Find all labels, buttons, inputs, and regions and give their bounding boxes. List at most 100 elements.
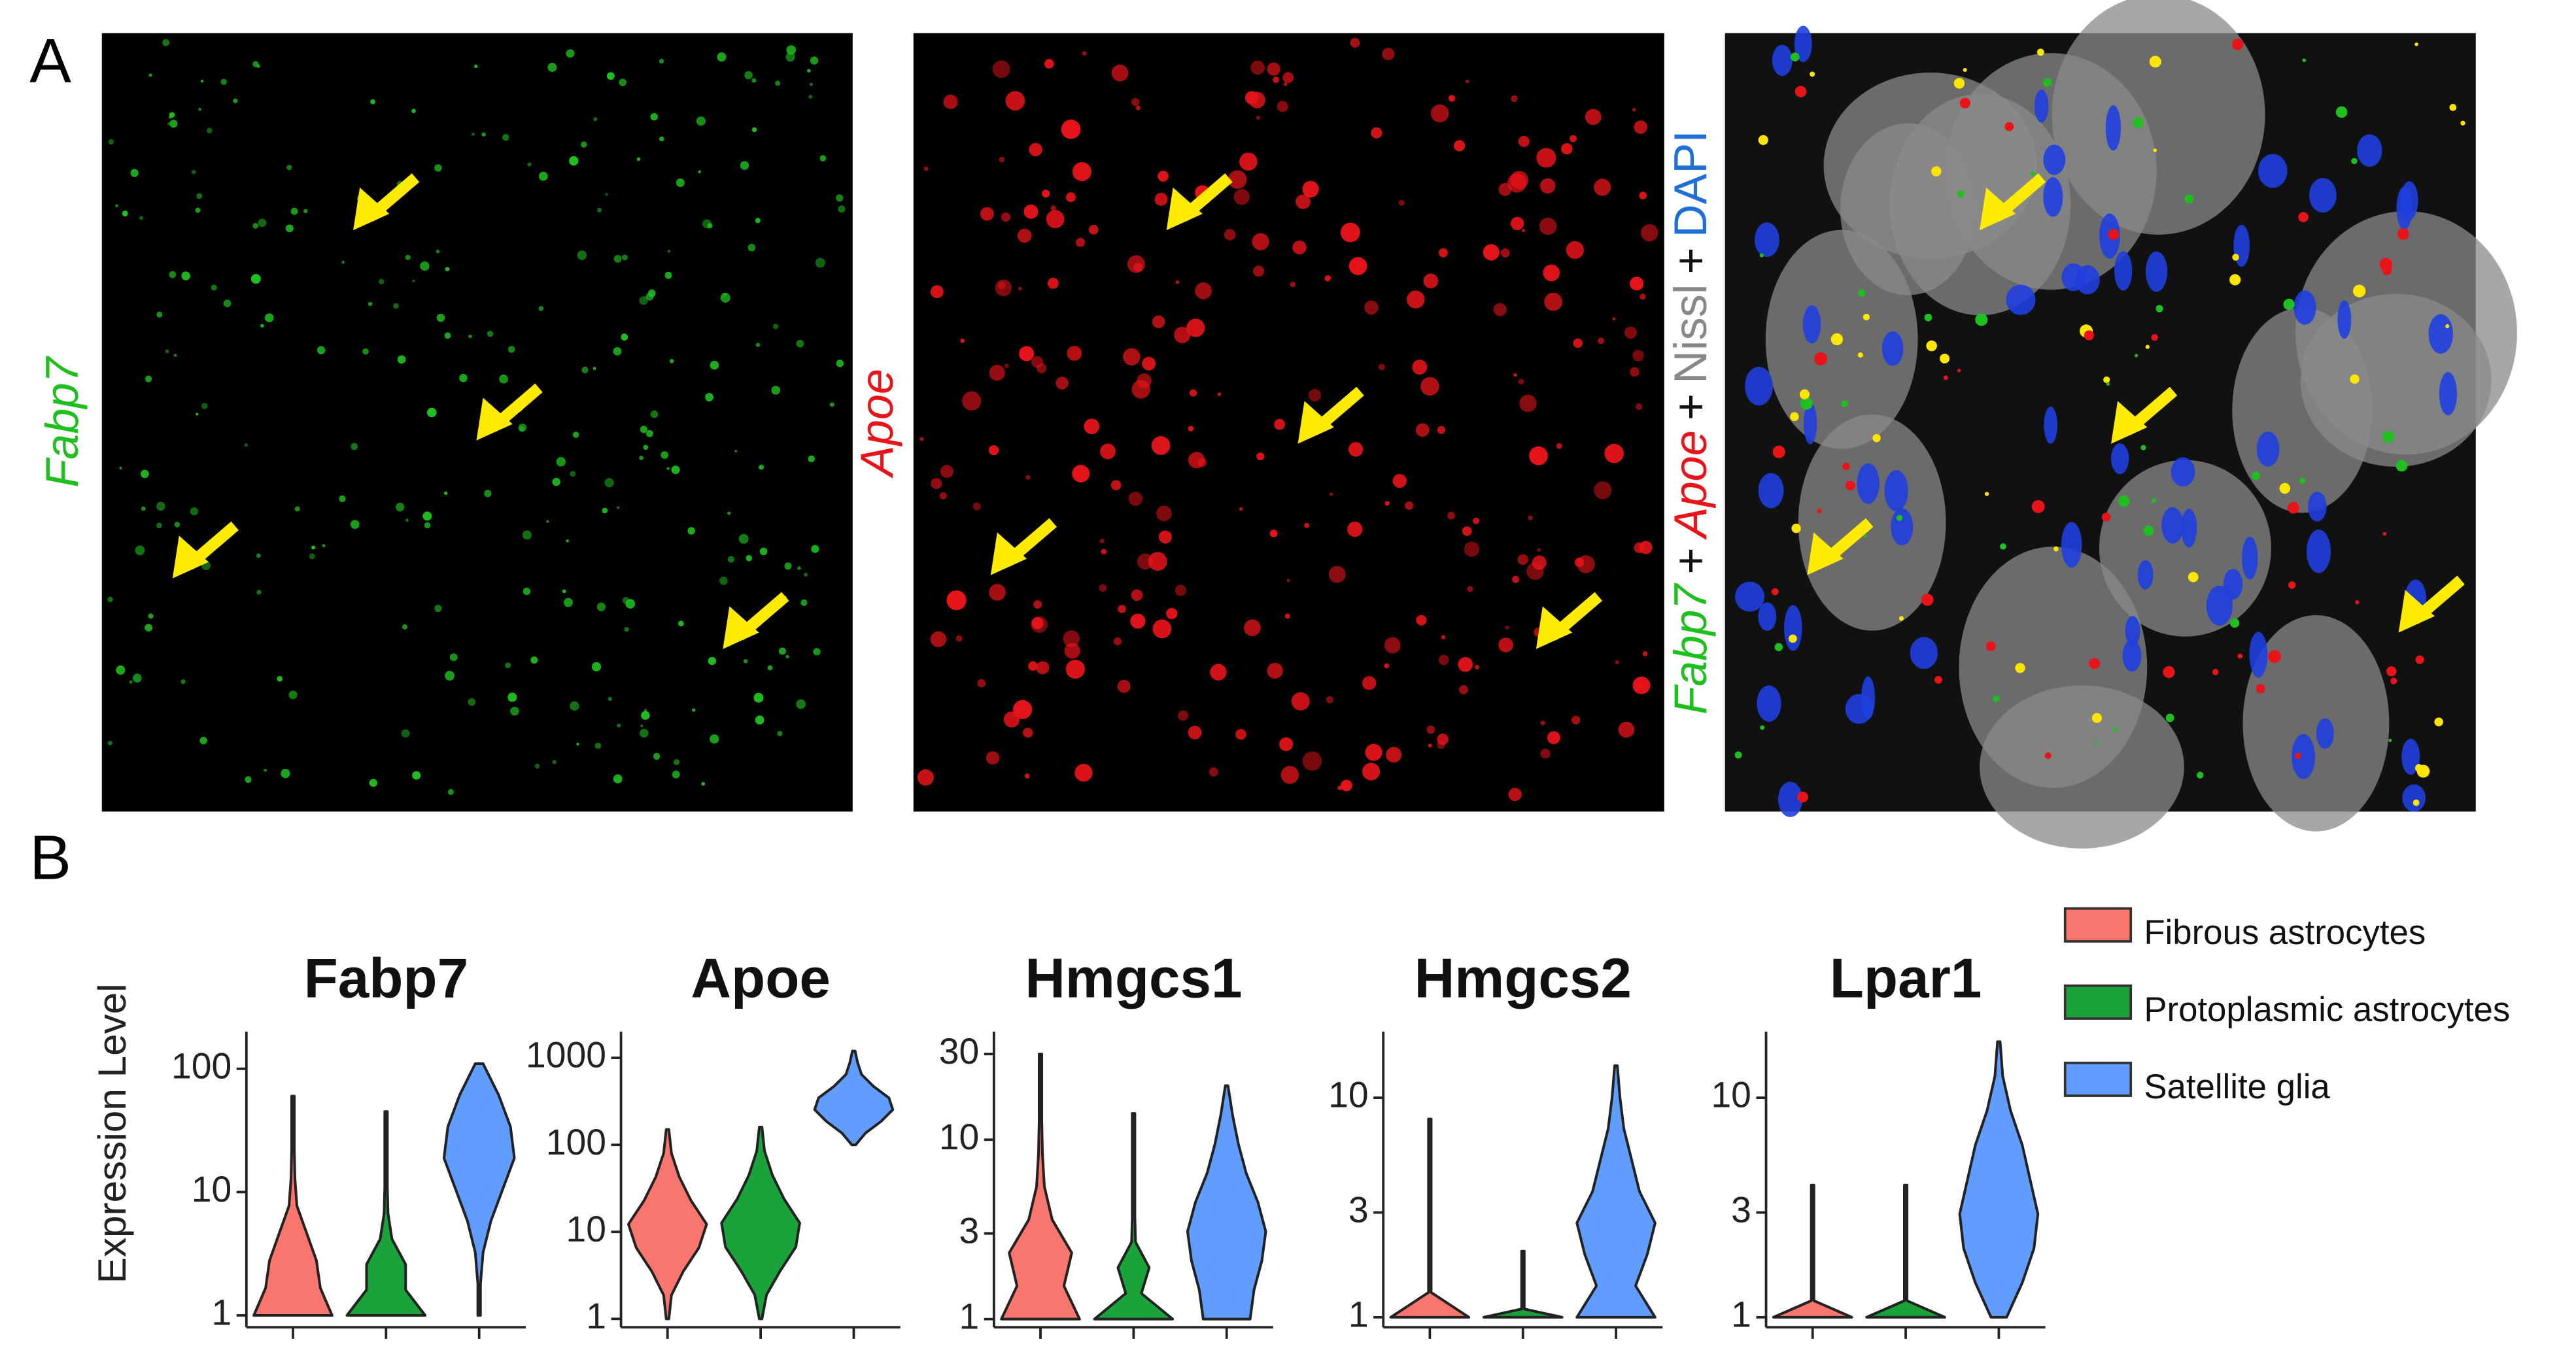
signal-dot <box>2287 501 2299 514</box>
nucleus <box>2061 263 2086 292</box>
legend-swatch <box>2063 1061 2133 1097</box>
signal-dot <box>1957 190 1965 198</box>
neuron <box>2242 615 2390 832</box>
signal-dot <box>507 692 517 702</box>
signal-dot <box>1253 265 1264 277</box>
signal-dot <box>1025 475 1031 480</box>
signal-dot <box>1130 613 1146 629</box>
signal-dot <box>393 303 399 309</box>
arrow-head <box>1980 187 2016 231</box>
signal-dot <box>420 261 430 271</box>
signal-dot <box>719 576 728 585</box>
signal-dot <box>1061 120 1081 139</box>
signal-dot <box>1561 143 1573 155</box>
violin <box>627 1128 708 1321</box>
signal-dot <box>1963 67 1967 72</box>
signal-dot <box>1863 313 1870 321</box>
signal-dot <box>459 373 468 382</box>
nucleus <box>2402 784 2426 812</box>
signal-dot <box>190 507 199 516</box>
signal-dot <box>643 445 649 450</box>
signal-dot <box>581 366 589 373</box>
signal-dot <box>777 730 783 737</box>
signal-dot <box>1084 418 1100 435</box>
signal-dot <box>1830 333 1844 346</box>
signal-dot <box>1493 303 1507 316</box>
chart-title: Hmgcs2 <box>1415 947 1632 1009</box>
signal-dot <box>1428 743 1432 748</box>
signal-dot <box>1594 481 1612 499</box>
signal-dot <box>412 279 415 282</box>
signal-dot <box>796 339 804 348</box>
signal-dot <box>1003 711 1020 728</box>
signal-dot <box>744 71 753 80</box>
signal-dot <box>484 490 492 498</box>
signal-dot <box>518 423 527 432</box>
signal-dot <box>1131 589 1143 601</box>
violin <box>1389 1117 1471 1319</box>
nucleus <box>2161 507 2184 544</box>
y-tick-label: 10 <box>1711 1075 1751 1115</box>
signal-dot <box>181 271 190 280</box>
signal-dot <box>2299 477 2306 484</box>
signal-dot <box>444 332 451 339</box>
signal-dot <box>989 365 1005 381</box>
nucleus <box>2357 134 2382 167</box>
signal-dot <box>1921 594 1934 606</box>
signal-dot <box>2355 600 2360 605</box>
signal-dot <box>815 258 825 268</box>
signal-dot <box>640 728 649 738</box>
signal-dot <box>1846 481 1855 491</box>
signal-dot <box>962 391 982 411</box>
signal-dot <box>2031 171 2036 176</box>
signal-dot <box>2229 618 2240 628</box>
signal-dot <box>1790 52 1800 61</box>
signal-dot <box>650 410 659 418</box>
violin <box>345 1110 427 1317</box>
signal-dot <box>720 292 730 303</box>
signal-dot <box>1630 277 1644 291</box>
violin <box>1000 1053 1081 1321</box>
signal-dot <box>1050 205 1056 211</box>
signal-dot <box>940 465 953 479</box>
signal-dot <box>1031 616 1048 633</box>
nucleus <box>1794 25 1812 62</box>
signal-dot <box>119 466 122 469</box>
signal-dot <box>505 662 511 669</box>
signal-dot <box>145 375 152 382</box>
signal-dot <box>1110 480 1122 490</box>
signal-dot <box>773 324 779 329</box>
signal-dot <box>2445 324 2450 329</box>
violin <box>1186 1084 1267 1321</box>
signal-dot <box>2350 374 2360 384</box>
signal-dot <box>1467 586 1473 592</box>
signal-dot <box>597 207 602 212</box>
nucleus <box>2293 290 2316 325</box>
signal-dot <box>784 562 792 570</box>
signal-dot <box>2256 684 2265 694</box>
signal-dot <box>986 751 1000 765</box>
arrow-head <box>353 187 390 231</box>
signal-dot <box>751 78 757 83</box>
signal-dot <box>999 156 1005 163</box>
nucleus <box>2110 443 2129 475</box>
signal-dot <box>1774 643 1783 652</box>
signal-dot <box>819 155 827 161</box>
signal-dot <box>1142 356 1156 371</box>
signal-dot <box>1438 654 1449 666</box>
signal-dot <box>708 656 717 666</box>
nucleus <box>2043 144 2066 175</box>
signal-dot <box>2232 254 2239 261</box>
signal-dot <box>621 254 628 261</box>
signal-dot <box>397 355 406 364</box>
y-tick-label: 30 <box>939 1031 979 1072</box>
signal-dot <box>107 596 113 603</box>
signal-dot <box>2094 741 2098 745</box>
signal-dot <box>1507 173 1527 193</box>
signal-dot <box>2091 713 2103 723</box>
signal-dot <box>1128 492 1143 506</box>
legend-label: Fibrous astrocytes <box>2144 913 2426 952</box>
y-tick-label: 3 <box>1731 1189 1751 1230</box>
signal-dot <box>1019 346 1035 362</box>
signal-dot <box>2152 498 2156 503</box>
